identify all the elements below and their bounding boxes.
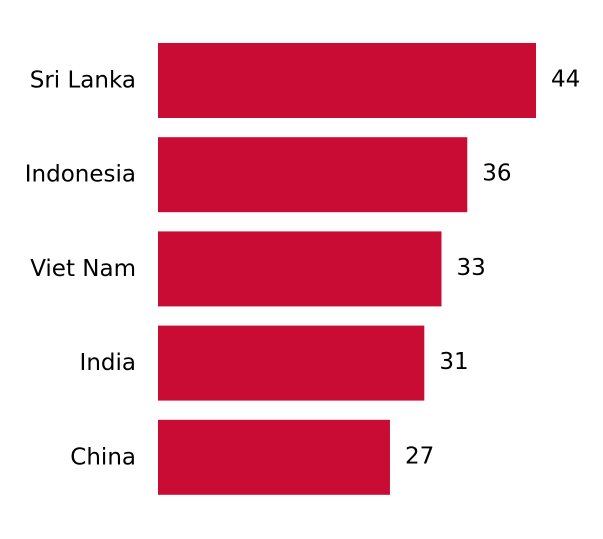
category-label-indonesia: Indonesia xyxy=(25,162,136,188)
bar-viet-nam xyxy=(158,231,442,307)
bar-china xyxy=(158,419,390,495)
bar-indonesia xyxy=(158,137,468,213)
category-labels: Sri Lanka Indonesia Viet Nam India China xyxy=(25,68,136,471)
value-labels: 44 36 33 31 27 xyxy=(405,67,580,470)
value-label-china: 27 xyxy=(405,443,434,469)
category-label-viet-nam: Viet Nam xyxy=(30,256,136,282)
value-label-indonesia: 36 xyxy=(482,161,511,187)
value-label-sri-lanka: 44 xyxy=(551,67,580,93)
bar-sri-lanka xyxy=(158,43,536,118)
category-label-india: India xyxy=(80,350,136,376)
bar-india xyxy=(158,325,425,401)
category-label-sri-lanka: Sri Lanka xyxy=(30,68,136,94)
value-label-viet-nam: 33 xyxy=(457,255,486,281)
bars-layer xyxy=(158,43,536,495)
value-label-india: 31 xyxy=(439,349,468,375)
category-label-china: China xyxy=(70,444,136,470)
